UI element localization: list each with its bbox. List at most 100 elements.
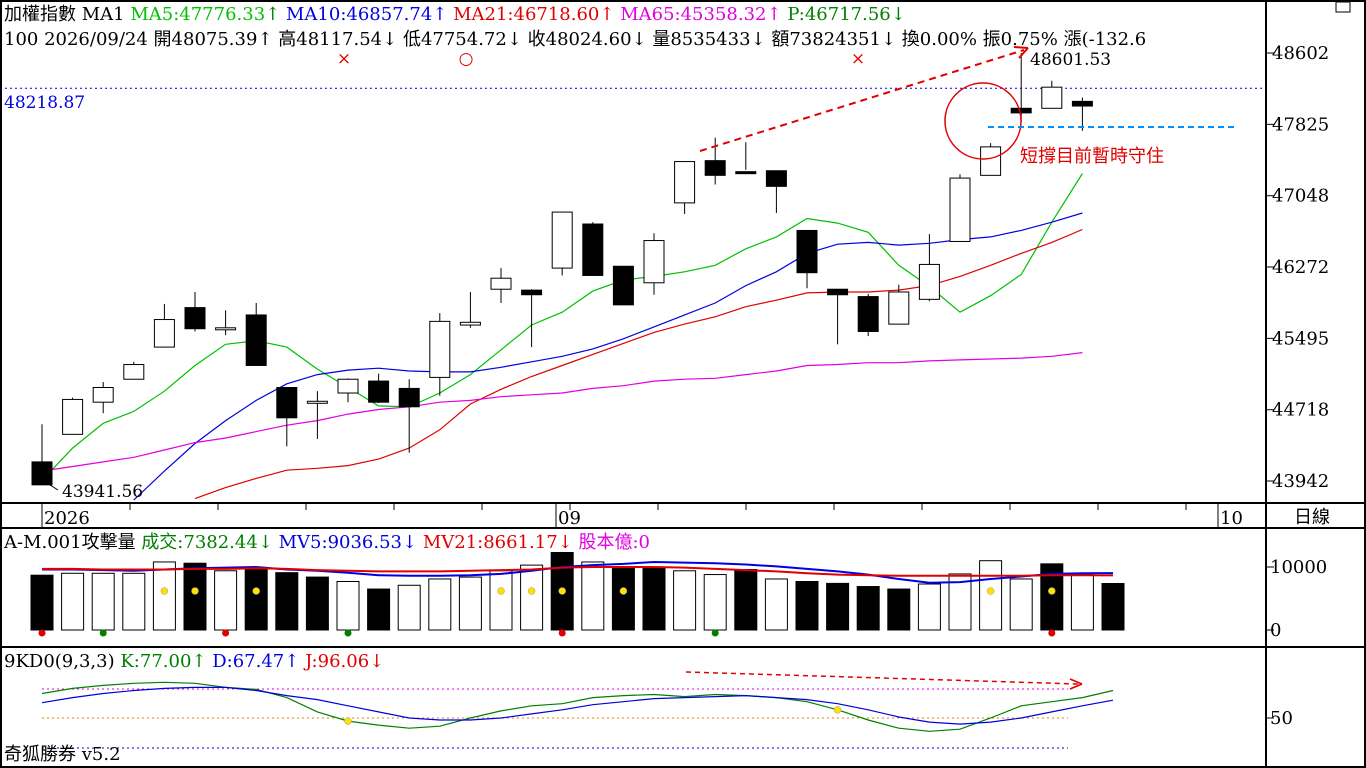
candle-body-down: [398, 387, 420, 408]
candle-body-up: [1041, 86, 1063, 109]
ohlc-item-1: 高48117.54: [278, 29, 382, 50]
volume-signal-dot-green: [99, 629, 107, 637]
kd-trend-arrow-line: [685, 671, 1079, 685]
candle-body-down: [368, 380, 390, 403]
candle: [949, 174, 971, 242]
volume-bar: [275, 572, 299, 631]
candle: [1071, 97, 1093, 131]
price-tick-label: 48602: [1272, 43, 1329, 64]
candle-body-up: [429, 320, 451, 378]
volume-bar: [183, 562, 207, 631]
volume-bar: [856, 586, 880, 631]
volume-legend-arrow-1: ↓: [402, 532, 423, 553]
volume-signal-dot-yellow: [986, 587, 995, 595]
volume-axis: 10000 0: [1266, 557, 1327, 641]
candle-body-down: [31, 461, 53, 486]
volume-bar: [734, 569, 758, 631]
ohlc-arrow-1: ↓: [382, 29, 403, 50]
candle: [827, 288, 849, 345]
volume-bar: [642, 566, 666, 631]
candle-body-down: [245, 314, 267, 366]
candle-body-up: [643, 240, 665, 284]
volume-signal-dot-red: [1048, 629, 1056, 637]
candle: [888, 284, 910, 325]
kd-tick-label: 50: [1270, 708, 1293, 729]
candle: [765, 170, 787, 213]
volume-signal-dot-yellow: [191, 587, 199, 595]
candle-body-down: [1010, 107, 1032, 114]
volume-bar: [917, 583, 941, 631]
candle: [245, 303, 267, 366]
candle-body-up: [215, 327, 237, 331]
candle: [398, 379, 420, 453]
footer-brand: 奇狐勝券 v5.2: [4, 744, 121, 765]
volume-signal-dot-yellow: [527, 587, 536, 595]
price-tick-label: 43942: [1272, 471, 1329, 492]
volume-bar: [336, 580, 360, 631]
candle: [980, 143, 1002, 176]
volume-bar: [91, 572, 115, 631]
header-arrow-4: ↑: [767, 4, 788, 25]
candle-body-up: [980, 146, 1002, 176]
period-label[interactable]: 日線: [1294, 507, 1330, 528]
candle-body-up: [337, 378, 359, 394]
kd-axis: 50: [1266, 708, 1293, 729]
candle-body-up: [306, 400, 328, 404]
volume-bar: [244, 567, 268, 631]
candle-body-down: [521, 289, 543, 296]
header-arrow-2: ↑: [432, 4, 453, 25]
volume-tick-label: 10000: [1270, 557, 1327, 578]
volume-bar: [703, 574, 727, 631]
kd-legend-arrow-1: ↑: [284, 651, 305, 672]
volume-bar: [397, 584, 421, 631]
volume-legend-item-0: 成交:7382.44: [141, 532, 258, 553]
kd-trend-arrow-head: [1069, 678, 1083, 690]
volume-bar: [611, 567, 635, 631]
ohlc-item-5: 額73824351: [771, 29, 881, 50]
candle-body-down: [1071, 100, 1093, 107]
scroll-box-icon[interactable]: [1335, 1, 1351, 13]
candle: [704, 137, 726, 185]
candle: [459, 291, 481, 328]
price-tick-label: 44718: [1272, 400, 1329, 421]
volume-bar: [305, 576, 329, 631]
volume-bar: [428, 578, 452, 631]
hline-value-label: 48218.87: [4, 93, 85, 113]
candle: [92, 381, 114, 414]
candle: [1041, 80, 1063, 109]
ma-line-ma10: [133, 212, 1083, 501]
volume-bar: [673, 570, 697, 631]
candle-body-down: [276, 387, 298, 419]
candle: [123, 361, 145, 380]
kd-legend-arrow-0: ↑: [191, 651, 212, 672]
candle-body-up: [551, 211, 573, 269]
volume-legend-item-3: 股本億:0: [578, 532, 650, 553]
kd-line-d: [41, 686, 1114, 725]
header-item-5: P:46717.56: [787, 4, 890, 25]
candle: [306, 391, 328, 439]
candle-body-up: [888, 291, 910, 325]
candle-body-up: [123, 364, 145, 380]
volume-signal-dot-red: [38, 629, 46, 637]
volume-signal-dot-yellow: [497, 587, 505, 595]
candle-body-up: [918, 263, 940, 300]
volume-signal-dot-green: [711, 629, 719, 637]
ohlc-item-6: 換0.00% 振0.75% 漲(-132.6: [902, 29, 1146, 50]
volume-bar: [948, 573, 972, 631]
price-tick-label: 45495: [1272, 328, 1329, 349]
candle: [735, 142, 757, 175]
volume-bar: [581, 561, 605, 631]
volume-bar: [1101, 582, 1125, 631]
candle-body-up: [153, 319, 175, 348]
kd-legend-item-2: J:96.06: [303, 651, 369, 672]
signal-marker: ×: [851, 49, 865, 69]
header-item-2: MA10:46857.74: [286, 4, 432, 25]
ohlc-arrow-3: ↓: [632, 29, 653, 50]
min-price-label: 43941.56: [62, 482, 143, 502]
candle-body-down: [704, 160, 726, 176]
candle-body-up: [459, 321, 481, 326]
kd-signal-dot: [833, 706, 842, 714]
candle: [643, 233, 665, 295]
candle-body-down: [857, 296, 879, 332]
kd-legend-arrow-2: ↓: [369, 651, 384, 672]
